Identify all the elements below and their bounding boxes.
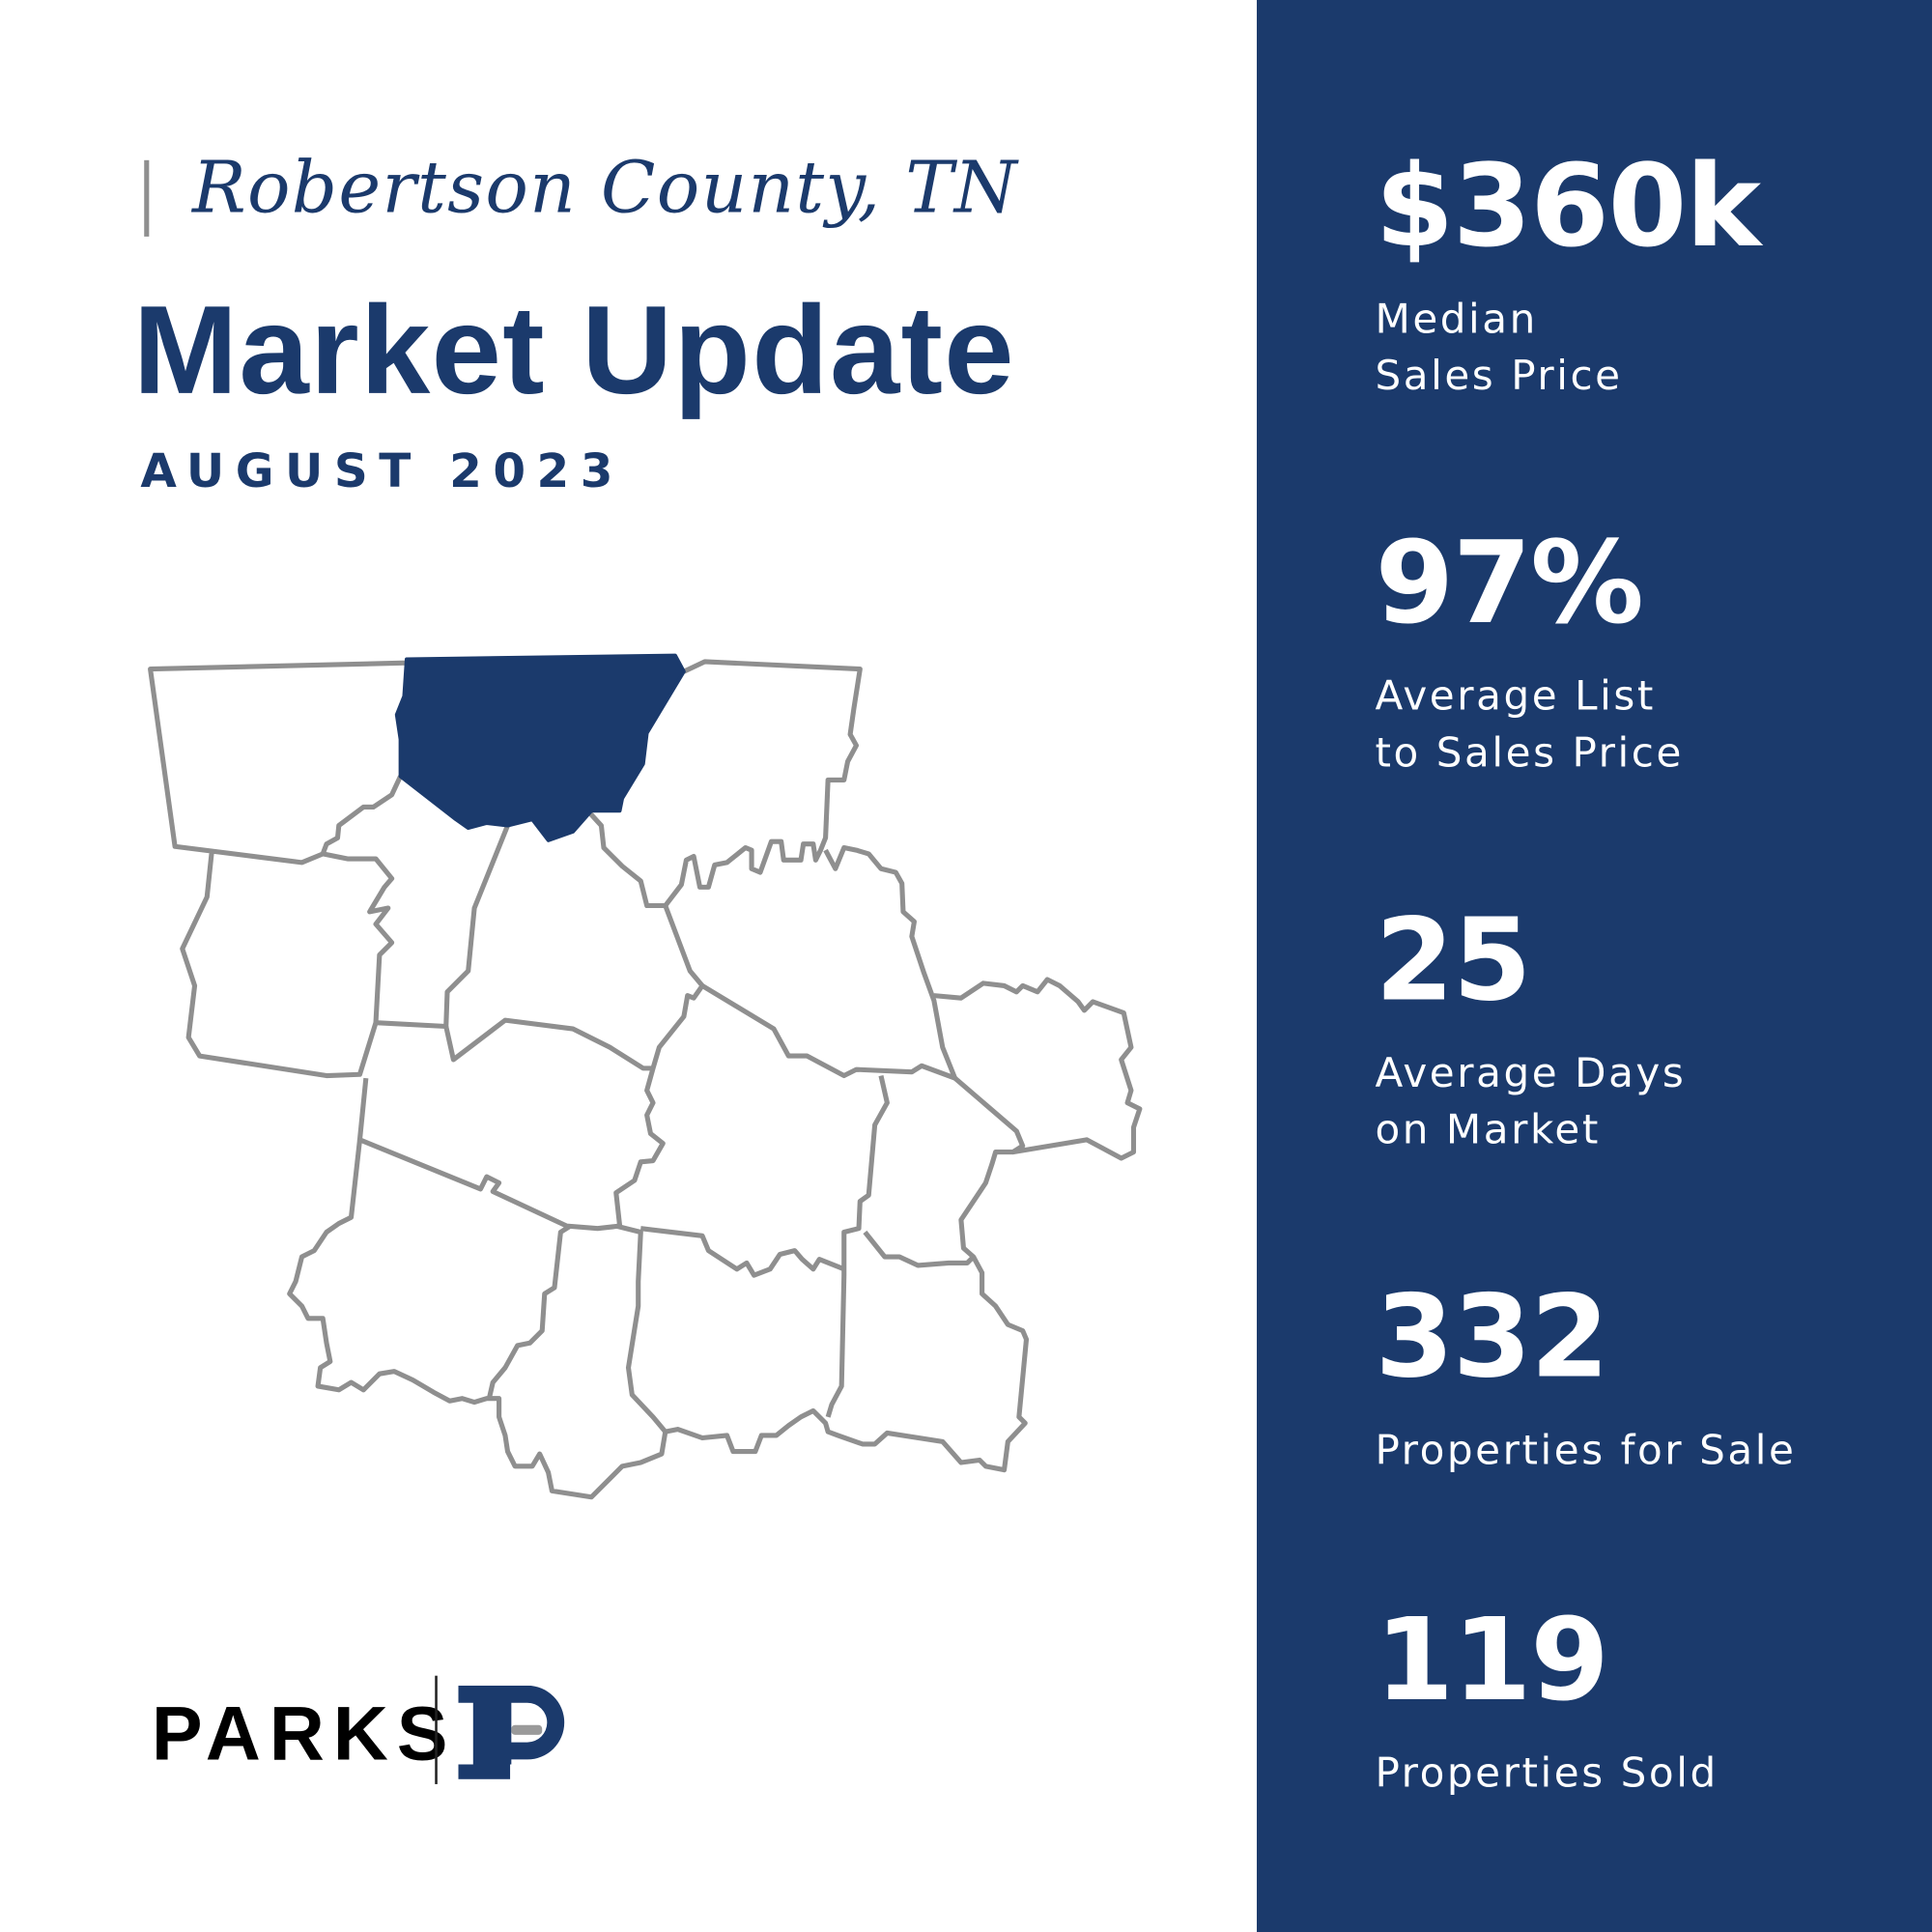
county-outline	[933, 977, 1143, 1161]
stat-value: $360k	[1375, 140, 1761, 272]
county-outline	[320, 775, 403, 855]
robertson-county-highlight	[394, 653, 686, 842]
county-outline	[639, 1226, 845, 1278]
report-period: AUGUST 2023	[140, 443, 624, 498]
county-outline	[585, 659, 863, 909]
stat-list-to-sales: 97% Average List to Sales Price	[1375, 517, 1684, 781]
stat-value: 97%	[1375, 517, 1643, 650]
page-title: Market Update	[132, 279, 1015, 420]
county-outline	[615, 1223, 1030, 1473]
logo-divider	[435, 1675, 438, 1784]
county-outline	[148, 660, 407, 1079]
county-outline	[486, 1223, 572, 1400]
stat-label: Average Days on Market	[1375, 1048, 1687, 1153]
county-outline	[375, 824, 510, 1030]
location-heading: Robertson County, TN	[191, 145, 1018, 230]
county-outline	[863, 1150, 1013, 1268]
county-outline	[825, 1074, 890, 1418]
county-outline	[700, 844, 958, 1081]
stat-median-sales-price: $360k Median Sales Price	[1375, 140, 1761, 405]
stat-label: Properties for Sale	[1375, 1425, 1797, 1474]
stat-label: Average List to Sales Price	[1375, 671, 1684, 777]
stat-properties-sold: 119 Properties Sold	[1375, 1594, 1719, 1802]
county-outline	[356, 904, 705, 1232]
divider-bar	[144, 159, 150, 237]
county-outline	[287, 1139, 668, 1500]
county-outline	[443, 1017, 654, 1071]
stat-value: 119	[1375, 1594, 1608, 1726]
stat-value: 25	[1375, 895, 1531, 1027]
stats-panel: $360k Median Sales Price 97% Average Lis…	[1257, 0, 1932, 1932]
parks-p-logo-icon	[458, 1685, 565, 1779]
county-map	[148, 653, 1143, 1500]
stat-value: 332	[1375, 1271, 1608, 1404]
stat-label: Median Sales Price	[1375, 294, 1623, 400]
stat-label: Properties Sold	[1375, 1747, 1719, 1797]
stat-properties-for-sale: 332 Properties for Sale	[1375, 1271, 1797, 1479]
parks-wordmark: PARKS	[151, 1691, 457, 1777]
stat-days-on-market: 25 Average Days on Market	[1375, 904, 1686, 1158]
